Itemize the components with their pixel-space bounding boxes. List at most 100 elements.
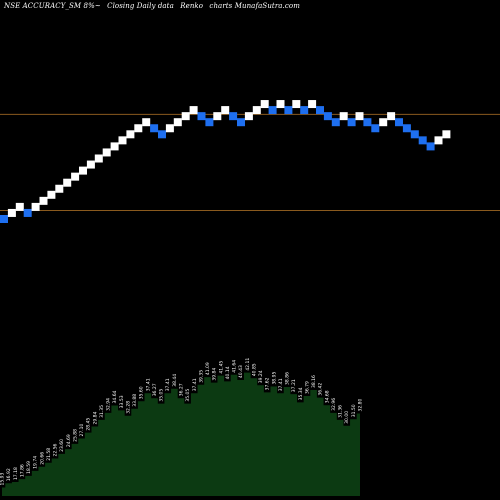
renko-brick-up bbox=[244, 112, 253, 121]
site-label: charts MunafaSutra.com bbox=[209, 2, 300, 10]
renko-brick-down bbox=[426, 142, 435, 151]
renko-brick-down bbox=[197, 112, 206, 121]
renko-brick-up bbox=[379, 118, 388, 127]
area-value-label: 17.18 bbox=[13, 467, 19, 480]
renko-brick-up bbox=[86, 160, 95, 169]
renko-brick-up bbox=[221, 106, 230, 115]
renko-brick-up bbox=[134, 124, 143, 133]
renko-brick-up bbox=[63, 178, 72, 187]
area-value-label: 36.27 bbox=[179, 383, 185, 396]
renko-brick-up bbox=[442, 130, 451, 139]
renko-brick-down bbox=[229, 112, 238, 121]
area-value-label: 33.88 bbox=[132, 394, 138, 407]
area-value-label: 31.35 bbox=[99, 405, 105, 418]
renko-brick-up bbox=[252, 106, 261, 115]
chart-title: NSE ACCURACY_SM 8%~ Closing Daily data R… bbox=[4, 2, 484, 10]
area-value-label: 37.41 bbox=[165, 378, 171, 391]
area-value-label: 36.79 bbox=[304, 381, 310, 394]
area-value-label: 32.28 bbox=[125, 401, 131, 414]
renko-brick-down bbox=[331, 118, 340, 127]
area-value-label: 35.05 bbox=[159, 389, 165, 402]
chart-kind-label: Renko bbox=[180, 2, 204, 10]
renko-brick-up bbox=[15, 202, 24, 211]
renko-brick-up bbox=[339, 112, 348, 121]
renko-brick-up bbox=[387, 112, 396, 121]
area-value-label: 41.45 bbox=[218, 361, 224, 374]
area-value-label: 33.53 bbox=[119, 395, 125, 408]
renko-brick-down bbox=[363, 118, 372, 127]
renko-brick-down bbox=[284, 106, 293, 115]
area-value-label: 25.88 bbox=[72, 429, 78, 442]
renko-brick-up bbox=[55, 184, 64, 193]
area-value-label: 36.42 bbox=[318, 383, 324, 396]
renko-brick-down bbox=[402, 124, 411, 133]
area-value-label: 35.60 bbox=[139, 386, 145, 399]
renko-brick-up bbox=[71, 172, 80, 181]
area-value-label: 21.58 bbox=[46, 448, 52, 461]
renko-brick-down bbox=[371, 124, 380, 133]
renko-brick-up bbox=[189, 106, 198, 115]
renko-brick-down bbox=[410, 130, 419, 139]
area-value-label: 37.21 bbox=[291, 379, 297, 392]
area-value-label: 31.50 bbox=[351, 404, 357, 417]
area-value-label: 31.36 bbox=[338, 405, 344, 418]
area-value-label: 36.27 bbox=[152, 383, 158, 396]
area-value-label: 17.86 bbox=[19, 464, 25, 477]
area-value-label: 38.16 bbox=[311, 375, 317, 388]
area-value-label: 16.92 bbox=[6, 468, 12, 481]
area-value-label: 35.05 bbox=[185, 389, 191, 402]
renko-brick-down bbox=[150, 124, 159, 133]
area-value-label: 34.64 bbox=[112, 390, 118, 403]
area-value-label: 41.64 bbox=[232, 360, 238, 373]
renko-brick-up bbox=[292, 100, 301, 109]
renko-brick-up bbox=[213, 112, 222, 121]
area-value-label: 30.00 bbox=[344, 411, 350, 424]
renko-brick-down bbox=[0, 215, 8, 223]
area-value-label: 37.62 bbox=[265, 377, 271, 390]
renko-brick-up bbox=[118, 136, 127, 145]
area-value-label: 18.59 bbox=[26, 461, 32, 474]
renko-brick-down bbox=[268, 106, 277, 115]
area-value-label: 38.95 bbox=[271, 372, 277, 385]
renko-brick-up bbox=[355, 112, 364, 121]
area-value-label: 15.93 bbox=[0, 473, 6, 486]
renko-brick-up bbox=[31, 202, 40, 211]
renko-brick-up bbox=[308, 100, 317, 109]
renko-brick-up bbox=[110, 142, 119, 151]
renko-brick-up bbox=[165, 124, 174, 133]
area-value-label: 32.96 bbox=[331, 398, 337, 411]
area-value-label: 37.41 bbox=[278, 378, 284, 391]
renko-brick-up bbox=[260, 100, 269, 109]
renko-brick-up bbox=[276, 100, 285, 109]
area-value-label: 40.14 bbox=[225, 366, 231, 379]
renko-brick-up bbox=[94, 154, 103, 163]
symbol-label: NSE ACCURACY_SM 8%~ bbox=[4, 2, 101, 10]
area-value-label: 27.10 bbox=[79, 424, 85, 437]
area-value-label: 23.60 bbox=[59, 439, 65, 452]
area-value-label: 37.41 bbox=[192, 378, 198, 391]
area-value-label: 40.85 bbox=[251, 363, 257, 376]
renko-brick-up bbox=[142, 118, 151, 127]
area-value-label: 34.68 bbox=[324, 390, 330, 403]
renko-brick-down bbox=[323, 112, 332, 121]
area-value-label: 39.24 bbox=[258, 370, 264, 383]
renko-brick-down bbox=[395, 118, 403, 127]
area-value-label: 32.94 bbox=[106, 398, 112, 411]
area-value-label: 39.35 bbox=[198, 370, 204, 383]
renko-brick-down bbox=[237, 118, 245, 127]
renko-brick-up bbox=[79, 166, 87, 175]
area-value-label: 19.74 bbox=[33, 456, 39, 469]
description-label: Closing Daily data bbox=[107, 2, 174, 10]
renko-brick-down bbox=[205, 118, 214, 127]
area-value-label: 37.41 bbox=[145, 378, 151, 391]
area-value-label: 29.84 bbox=[92, 411, 98, 424]
renko-brick-down bbox=[347, 118, 356, 127]
area-value-label: 28.45 bbox=[86, 418, 92, 431]
area-value-label: 22.56 bbox=[53, 443, 59, 456]
area-value-label: 32.80 bbox=[358, 399, 364, 412]
area-value-label: 38.44 bbox=[172, 374, 178, 387]
area-value-label: 41.09 bbox=[205, 362, 211, 375]
renko-brick-down bbox=[158, 130, 166, 139]
area-value-label: 35.34 bbox=[298, 387, 304, 400]
